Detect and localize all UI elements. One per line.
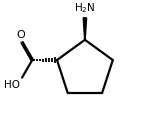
Text: H$_2$N: H$_2$N bbox=[74, 1, 96, 15]
Text: HO: HO bbox=[4, 80, 20, 90]
Polygon shape bbox=[83, 18, 87, 40]
Text: O: O bbox=[17, 30, 26, 40]
